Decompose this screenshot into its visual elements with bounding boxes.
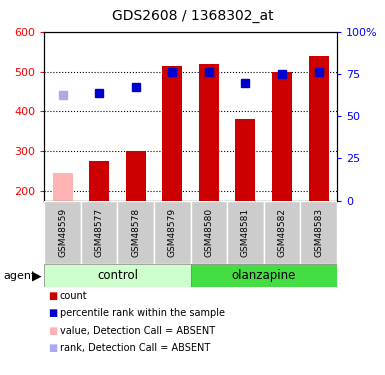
- Text: ■: ■: [48, 308, 57, 318]
- Text: GSM48579: GSM48579: [168, 208, 177, 257]
- Bar: [191, 264, 337, 287]
- Text: ■: ■: [48, 344, 57, 354]
- Text: ■: ■: [48, 291, 57, 301]
- Text: GDS2608 / 1368302_at: GDS2608 / 1368302_at: [112, 9, 273, 23]
- Bar: [44, 201, 81, 264]
- Text: count: count: [60, 291, 87, 301]
- Text: GSM48583: GSM48583: [314, 208, 323, 257]
- Text: ▶: ▶: [32, 269, 41, 282]
- Bar: [89, 161, 109, 201]
- Bar: [199, 64, 219, 201]
- Text: GSM48578: GSM48578: [131, 208, 140, 257]
- Bar: [154, 201, 191, 264]
- Text: GSM48577: GSM48577: [95, 208, 104, 257]
- Text: rank, Detection Call = ABSENT: rank, Detection Call = ABSENT: [60, 344, 210, 354]
- Text: control: control: [97, 269, 138, 282]
- Bar: [81, 201, 117, 264]
- Text: percentile rank within the sample: percentile rank within the sample: [60, 308, 225, 318]
- Bar: [162, 66, 182, 201]
- Bar: [227, 201, 264, 264]
- Text: ■: ■: [48, 326, 57, 336]
- Text: olanzapine: olanzapine: [231, 269, 296, 282]
- Text: GSM48581: GSM48581: [241, 208, 250, 257]
- Bar: [52, 173, 73, 201]
- Bar: [308, 56, 329, 201]
- Bar: [272, 72, 292, 201]
- Bar: [235, 119, 256, 201]
- Text: GSM48582: GSM48582: [278, 208, 286, 257]
- Bar: [126, 151, 146, 201]
- Bar: [300, 201, 337, 264]
- Bar: [44, 264, 191, 287]
- Text: agent: agent: [4, 271, 36, 280]
- Text: GSM48580: GSM48580: [204, 208, 213, 257]
- Text: GSM48559: GSM48559: [58, 208, 67, 257]
- Bar: [117, 201, 154, 264]
- Bar: [191, 201, 227, 264]
- Bar: [264, 201, 300, 264]
- Text: value, Detection Call = ABSENT: value, Detection Call = ABSENT: [60, 326, 215, 336]
